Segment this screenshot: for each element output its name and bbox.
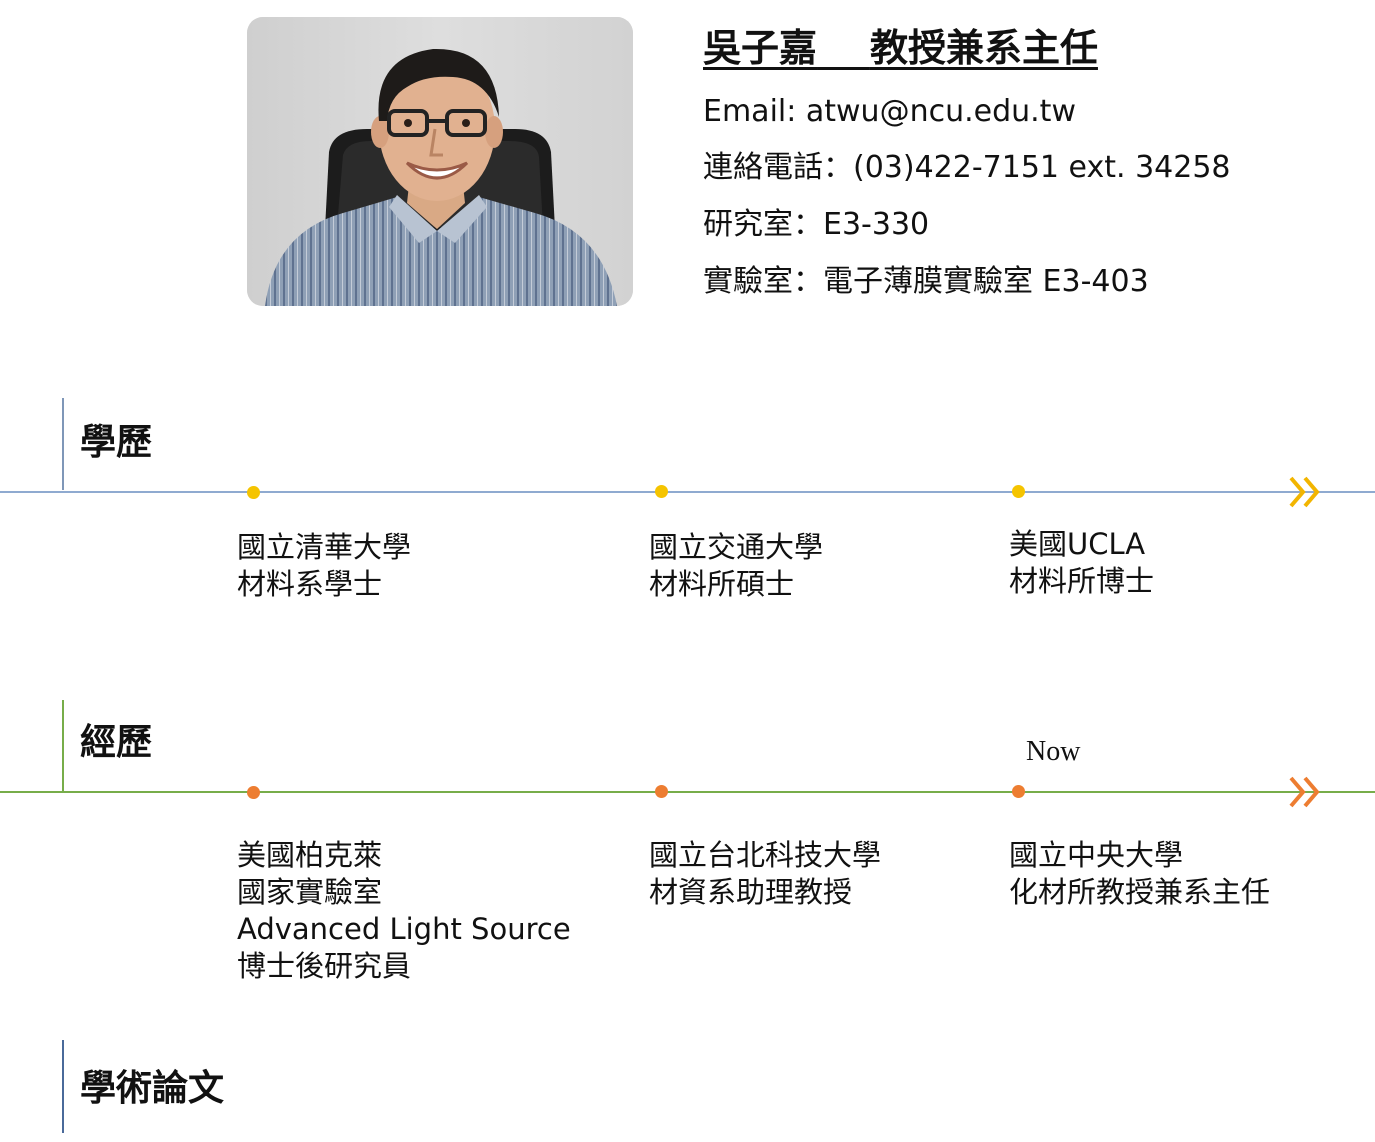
now-label: Now xyxy=(1026,736,1081,767)
education-section-bar xyxy=(62,398,64,490)
education-entry-school: 國立交通大學 xyxy=(649,530,824,564)
education-heading: 學歷 xyxy=(80,422,153,463)
phone-line: 連絡電話：(03)422-7151 ext. 34258 xyxy=(703,150,1231,185)
publications-heading: 學術論文 xyxy=(80,1068,225,1109)
education-entry-school: 國立清華大學 xyxy=(237,530,412,564)
experience-dot-1 xyxy=(247,786,260,799)
education-entry-degree: 材料所碩士 xyxy=(649,567,795,601)
experience-entry-2: 國立台北科技大學 材資系助理教授 xyxy=(649,837,881,911)
education-double-chevron-icon xyxy=(1289,476,1320,508)
profile-photo xyxy=(247,17,633,306)
experience-entry-1: 美國柏克萊 國家實驗室 Advanced Light Source 博士後研究員 xyxy=(237,837,571,985)
experience-double-chevron-icon xyxy=(1289,776,1320,808)
education-dot-2 xyxy=(655,485,668,498)
experience-entry-3: 國立中央大學 化材所教授兼系主任 xyxy=(1009,837,1270,911)
experience-entry-line: 美國柏克萊 xyxy=(237,838,383,872)
experience-entry-line: 博士後研究員 xyxy=(237,949,412,983)
experience-entry-line: 國家實驗室 xyxy=(237,875,383,909)
experience-entry-line: 國立台北科技大學 xyxy=(649,838,882,872)
professor-name: 吳子嘉 xyxy=(703,26,818,70)
education-timeline-line xyxy=(0,491,1375,493)
experience-dot-2 xyxy=(655,785,668,798)
experience-heading: 經歷 xyxy=(80,722,153,763)
experience-section-bar xyxy=(62,700,64,791)
professor-name-title: 吳子嘉 教授兼系主任 xyxy=(703,22,1098,74)
experience-timeline-line xyxy=(0,791,1375,793)
publications-section-bar xyxy=(62,1040,64,1133)
education-entry-degree: 材料系學士 xyxy=(237,567,383,601)
experience-entry-line: 化材所教授兼系主任 xyxy=(1009,875,1271,909)
office-line: 研究室：E3-330 xyxy=(703,207,930,242)
education-entry-3: 美國UCLA 材料所博士 xyxy=(1009,526,1154,600)
education-entry-1: 國立清華大學 材料系學士 xyxy=(237,529,411,603)
portrait-image xyxy=(247,17,633,306)
professor-title: 教授兼系主任 xyxy=(869,26,1098,70)
lab-line: 實驗室：電子薄膜實驗室 E3-403 xyxy=(703,264,1149,299)
education-entry-2: 國立交通大學 材料所碩士 xyxy=(649,529,823,603)
education-dot-3 xyxy=(1012,485,1025,498)
education-entry-school: 美國UCLA xyxy=(1009,527,1146,561)
experience-entry-line: 材資系助理教授 xyxy=(649,875,853,909)
experience-dot-3 xyxy=(1012,785,1025,798)
email-line: Email: atwu@ncu.edu.tw xyxy=(703,94,1076,129)
experience-entry-line: 國立中央大學 xyxy=(1009,838,1184,872)
education-dot-1 xyxy=(247,486,260,499)
education-entry-degree: 材料所博士 xyxy=(1009,564,1155,598)
experience-entry-line: Advanced Light Source xyxy=(237,912,571,946)
